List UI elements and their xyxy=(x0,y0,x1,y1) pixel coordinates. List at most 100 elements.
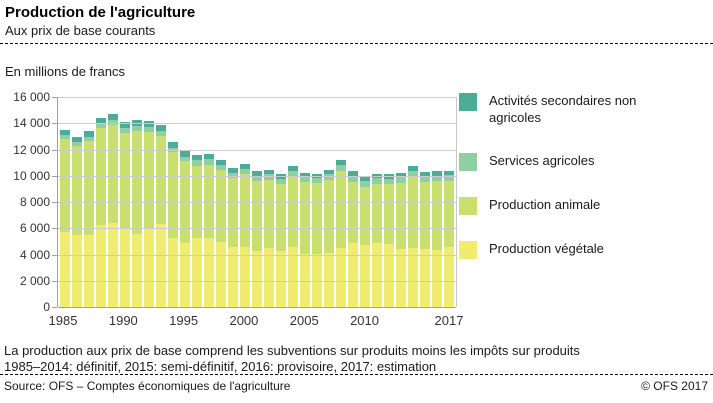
legend-item: Production végétale xyxy=(459,240,711,259)
x-tick-label: 2000 xyxy=(229,313,259,328)
y-axis: 16 000 14 000 12 000 10 000 8 000 6 000 4 000 2… xyxy=(0,90,50,314)
bar-segment xyxy=(288,170,298,177)
bar-segment xyxy=(372,183,382,244)
legend-item: Activités secondaires non agricoles xyxy=(459,93,711,127)
bar-segment xyxy=(72,235,82,307)
bar-segment xyxy=(72,145,82,236)
gridline xyxy=(58,97,456,98)
bar-segment xyxy=(204,164,214,239)
bar-segment xyxy=(120,228,130,307)
y-tick-label: 10 000 xyxy=(13,168,50,183)
bar-segment xyxy=(264,174,274,180)
bar-segment xyxy=(444,170,454,176)
legend-label: Production végétale xyxy=(489,240,604,256)
bar-segment xyxy=(132,234,142,307)
bar-segment xyxy=(228,177,238,247)
bar-segment xyxy=(264,169,274,175)
bar-segment xyxy=(60,232,70,307)
unit-label: En millions de francs xyxy=(5,64,125,79)
bar-2001 xyxy=(252,97,262,307)
bar-segment xyxy=(240,173,250,247)
bar-1985 xyxy=(60,97,70,307)
bar-segment xyxy=(120,127,130,133)
bar-segment xyxy=(216,164,226,171)
bar-segment xyxy=(204,158,214,165)
x-tick-label: 1995 xyxy=(169,313,199,328)
bar-2016 xyxy=(432,97,442,307)
bar-segment xyxy=(168,238,178,307)
bar-segment xyxy=(324,179,334,254)
bar-segment xyxy=(108,113,118,120)
bar-segment xyxy=(312,254,322,307)
bar-segment xyxy=(132,120,142,127)
bar-segment xyxy=(324,169,334,175)
bar-segment xyxy=(348,243,358,307)
legend-label: Activités secondaires non agricoles xyxy=(489,93,637,125)
bar-segment xyxy=(372,178,382,184)
y-tick-label: 6 000 xyxy=(19,221,50,236)
gridline xyxy=(58,123,456,125)
bar-segment xyxy=(348,176,358,182)
bar-1993 xyxy=(156,97,166,307)
bar-segment xyxy=(228,167,238,173)
bar-segment xyxy=(168,152,178,239)
bar-segment xyxy=(132,126,142,132)
y-tick-mark xyxy=(52,228,57,230)
gridline xyxy=(58,254,456,256)
bar-segment xyxy=(120,122,130,128)
bar-segment xyxy=(360,176,370,182)
gridline xyxy=(58,228,456,230)
x-tick-label: 1990 xyxy=(108,313,138,328)
source-text: Source: OFS – Comptes économiques de l'a… xyxy=(4,379,291,393)
bar-segment xyxy=(336,160,346,166)
y-tick-label: 2 000 xyxy=(19,273,50,288)
y-tick-mark xyxy=(52,280,57,282)
bar-segment xyxy=(324,253,334,307)
x-tick-label: 1985 xyxy=(48,313,78,328)
y-tick-mark xyxy=(52,123,57,125)
bar-segment xyxy=(396,182,406,249)
legend-label: Production animale xyxy=(489,196,601,212)
bar-segment xyxy=(84,136,94,141)
bar-segment xyxy=(264,248,274,307)
footer: Source: OFS – Comptes économiques de l'a… xyxy=(4,379,708,393)
bar-segment xyxy=(72,136,82,142)
bar-segment xyxy=(360,181,370,187)
bar-segment xyxy=(432,171,442,177)
y-tick-mark xyxy=(52,202,57,203)
bar-2010 xyxy=(360,97,370,307)
bar-segment xyxy=(384,184,394,245)
bar-1997 xyxy=(204,97,214,307)
bar-2017 xyxy=(444,97,454,307)
bar-segment xyxy=(408,176,418,249)
bar-segment xyxy=(312,178,322,184)
bar-segment xyxy=(420,171,430,177)
bar-segment xyxy=(192,160,202,167)
bar-segment xyxy=(108,124,118,223)
plot-area xyxy=(52,97,457,308)
bar-2012 xyxy=(384,97,394,307)
bar-segment xyxy=(180,156,190,161)
bar-segment xyxy=(384,174,394,180)
bar-2007 xyxy=(324,97,334,307)
bar-segment xyxy=(156,130,166,136)
bar-segment xyxy=(336,170,346,248)
bar-segment xyxy=(276,184,286,252)
bar-1991 xyxy=(132,97,142,307)
bar-segment xyxy=(396,249,406,307)
bar-segment xyxy=(60,138,70,233)
bar-1995 xyxy=(180,97,190,307)
bar-2014 xyxy=(408,97,418,307)
bar-segment xyxy=(360,186,370,246)
footer-divider xyxy=(0,374,713,375)
legend: Activités secondaires non agricoles Servi… xyxy=(459,93,711,285)
legend-swatch xyxy=(459,196,477,215)
gridline xyxy=(58,280,456,282)
legend-swatch xyxy=(459,152,477,171)
copyright-text: © OFS 2017 xyxy=(641,379,708,393)
bar-segment xyxy=(348,171,358,177)
bar-segment xyxy=(72,141,82,146)
bar-segment xyxy=(420,181,430,249)
bar-segment xyxy=(108,223,118,307)
header: Production de l'agriculture Aux prix de … xyxy=(0,0,713,44)
